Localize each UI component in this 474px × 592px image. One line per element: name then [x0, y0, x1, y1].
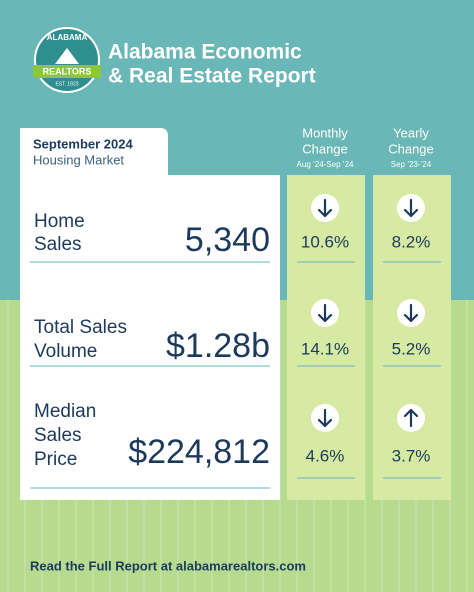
title: Alabama Economic [108, 41, 302, 64]
logo-banner [33, 65, 101, 78]
column-title: Change [388, 141, 434, 156]
column-range: Aug ’24-Sep ’24 [297, 160, 354, 169]
yearly-change: 8.2% [392, 232, 431, 251]
yearly-change: 5.2% [392, 339, 431, 358]
logo-name: ALABAMA [47, 33, 88, 42]
title: & Real Estate Report [108, 65, 316, 88]
row-value: $224,812 [128, 433, 270, 471]
row-label: Price [34, 449, 77, 470]
down-arrow-icon [397, 194, 425, 222]
card-period: September 2024 [33, 136, 133, 151]
down-arrow-icon [397, 299, 425, 327]
down-arrow-icon [311, 404, 339, 432]
yearly-column [373, 175, 451, 500]
column-title: Monthly [302, 125, 348, 140]
row-label: Home [34, 211, 85, 232]
logo-house [55, 48, 79, 64]
card-subtitle: Housing Market [33, 152, 124, 167]
row-value: 5,340 [185, 221, 270, 259]
row-label: Sales [34, 234, 82, 255]
row-label: Volume [34, 341, 97, 362]
up-arrow-icon [397, 404, 425, 432]
card [20, 128, 280, 500]
column-range: Sep ’23-’24 [391, 160, 432, 169]
yearly-change: 3.7% [392, 446, 431, 465]
column-title: Yearly [393, 125, 429, 140]
row-label: Median [34, 401, 96, 422]
column-title: Change [302, 141, 348, 156]
row-value: $1.28b [166, 327, 270, 365]
footer: Read the Full Report at alabamarealtors.… [30, 558, 306, 573]
row-label: Sales [34, 425, 82, 446]
logo-banner-text: REALTORS [43, 66, 92, 76]
down-arrow-icon [311, 299, 339, 327]
row-label: Total Sales [34, 317, 127, 338]
logo-est: EST. 1923 [55, 81, 78, 87]
down-arrow-icon [311, 194, 339, 222]
monthly-change: 4.6% [306, 446, 345, 465]
monthly-change: 10.6% [301, 232, 349, 251]
monthly-change: 14.1% [301, 339, 349, 358]
monthly-column [287, 175, 365, 500]
